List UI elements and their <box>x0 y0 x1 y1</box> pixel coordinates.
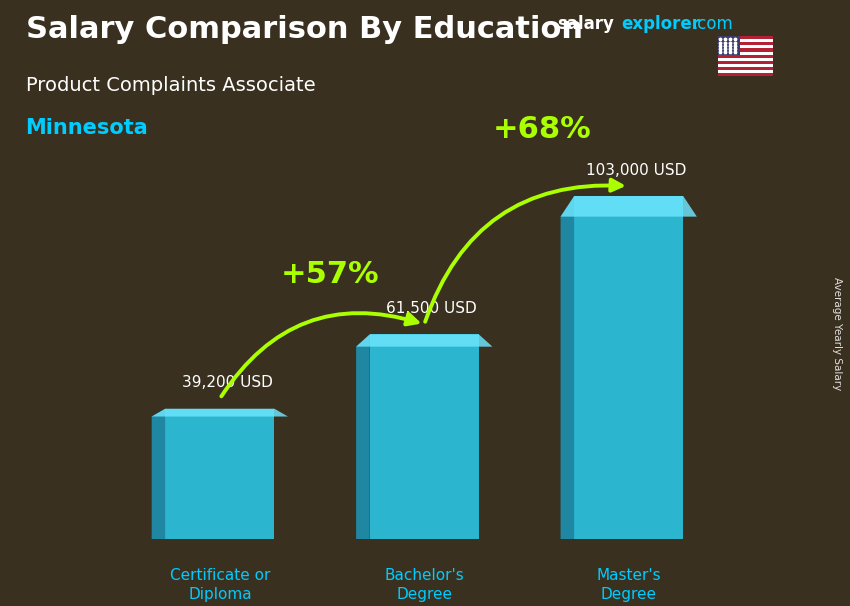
Text: Average Yearly Salary: Average Yearly Salary <box>832 277 842 390</box>
Bar <box>718 61 774 64</box>
Bar <box>718 39 774 42</box>
Polygon shape <box>165 408 275 539</box>
Bar <box>718 67 774 70</box>
Bar <box>718 73 774 76</box>
Text: Certificate or
Diploma: Certificate or Diploma <box>170 568 270 602</box>
Bar <box>718 48 774 52</box>
Text: 39,200 USD: 39,200 USD <box>182 375 273 390</box>
Text: 61,500 USD: 61,500 USD <box>387 301 477 316</box>
Text: salary: salary <box>557 15 614 33</box>
Text: +57%: +57% <box>280 260 379 289</box>
Text: .com: .com <box>692 15 733 33</box>
Bar <box>718 64 774 67</box>
Text: +68%: +68% <box>492 115 591 144</box>
Text: Bachelor's
Degree: Bachelor's Degree <box>384 568 464 602</box>
Polygon shape <box>151 408 288 416</box>
Text: explorer: explorer <box>621 15 700 33</box>
Bar <box>718 55 774 58</box>
Text: Product Complaints Associate: Product Complaints Associate <box>26 76 315 95</box>
Polygon shape <box>560 196 697 216</box>
Polygon shape <box>356 335 492 347</box>
Polygon shape <box>356 335 370 539</box>
Polygon shape <box>575 196 683 539</box>
Polygon shape <box>151 408 165 539</box>
Polygon shape <box>370 335 479 539</box>
Bar <box>718 52 774 55</box>
Text: Salary Comparison By Education: Salary Comparison By Education <box>26 15 582 44</box>
Bar <box>718 42 774 45</box>
Bar <box>718 58 774 61</box>
Text: 103,000 USD: 103,000 USD <box>586 162 687 178</box>
Bar <box>718 70 774 73</box>
Text: Master's
Degree: Master's Degree <box>597 568 661 602</box>
Polygon shape <box>560 196 575 539</box>
Text: Minnesota: Minnesota <box>26 118 148 138</box>
Bar <box>718 36 740 55</box>
Bar <box>718 45 774 48</box>
Bar <box>718 36 774 39</box>
